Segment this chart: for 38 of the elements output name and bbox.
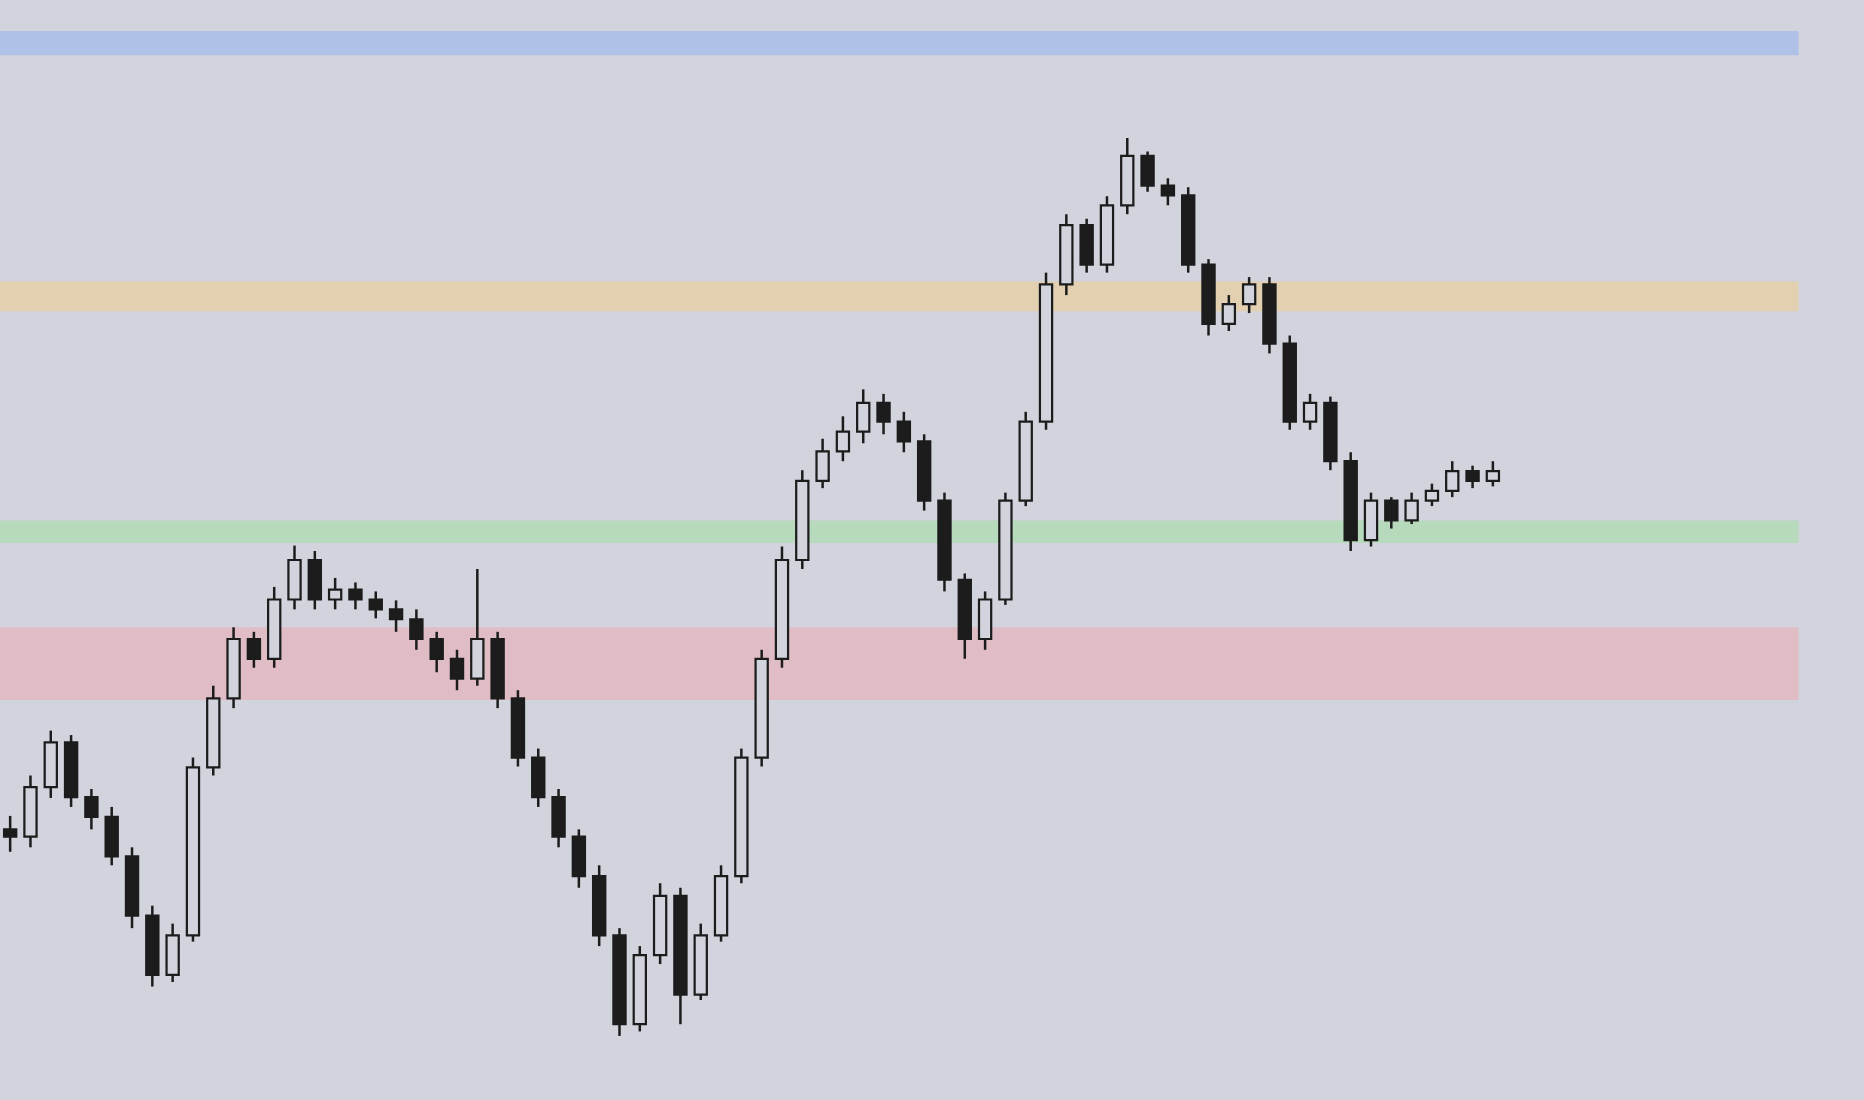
candlestick — [551, 787, 566, 849]
candlestick — [856, 388, 871, 445]
candlestick — [896, 410, 912, 454]
candlestick — [368, 590, 383, 620]
candlestick — [307, 549, 323, 611]
candlestick — [571, 828, 587, 889]
candlestick — [43, 729, 58, 800]
candlestick — [1221, 293, 1237, 333]
candlestick — [815, 437, 830, 490]
candlestick — [327, 576, 343, 611]
candlestick — [876, 392, 891, 436]
candlestick — [1160, 177, 1176, 207]
candlestick — [1465, 464, 1480, 490]
candlestick — [246, 630, 262, 669]
candlestick — [165, 922, 180, 984]
candlestick — [1302, 392, 1318, 432]
candlestick — [977, 590, 993, 652]
candlestick — [409, 608, 424, 652]
candlestick — [1485, 459, 1501, 488]
candlestick — [1445, 459, 1460, 499]
candlestick — [531, 747, 546, 809]
candlestick — [287, 544, 302, 611]
candlestick — [470, 567, 485, 687]
candlestick — [1079, 217, 1094, 274]
candlestick — [429, 630, 444, 674]
candlestick — [348, 581, 363, 611]
candlestick — [84, 787, 99, 831]
candlestick — [1424, 482, 1440, 508]
candlestick — [1363, 491, 1379, 548]
candlestick — [104, 805, 119, 867]
candlestick — [835, 415, 851, 463]
candlestick — [1140, 150, 1155, 194]
candlestick — [388, 599, 404, 634]
candlestick — [449, 648, 465, 692]
candlestick — [1241, 275, 1257, 315]
candlestick — [1384, 495, 1399, 530]
candlestick — [2, 814, 18, 854]
candlestick — [1404, 491, 1419, 526]
